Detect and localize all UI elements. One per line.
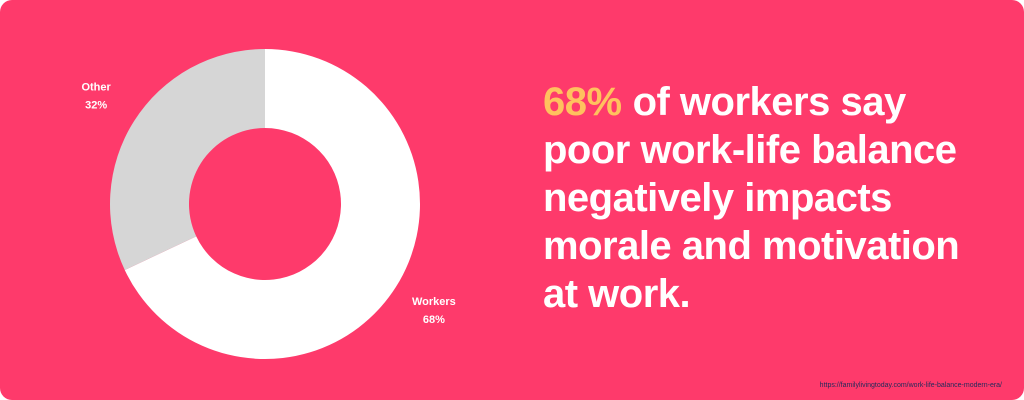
headline-text: of workers say poor work-life balance ne…: [543, 80, 960, 316]
slice: [124, 49, 421, 360]
slice-label: Workers: [412, 296, 456, 308]
headline-highlight: 68%: [543, 80, 622, 124]
slice-value-label: 32%: [85, 100, 107, 112]
headline: 68% of workers say poor work-life balance…: [543, 78, 1003, 318]
slice-label: Other: [81, 82, 111, 94]
source-link: https://familylivingtoday.com/work-life-…: [819, 382, 1002, 389]
slice-value-label: 68%: [423, 314, 445, 326]
donut-chart: Workers 68% Other 32%: [81, 48, 456, 360]
slice: [109, 48, 266, 270]
